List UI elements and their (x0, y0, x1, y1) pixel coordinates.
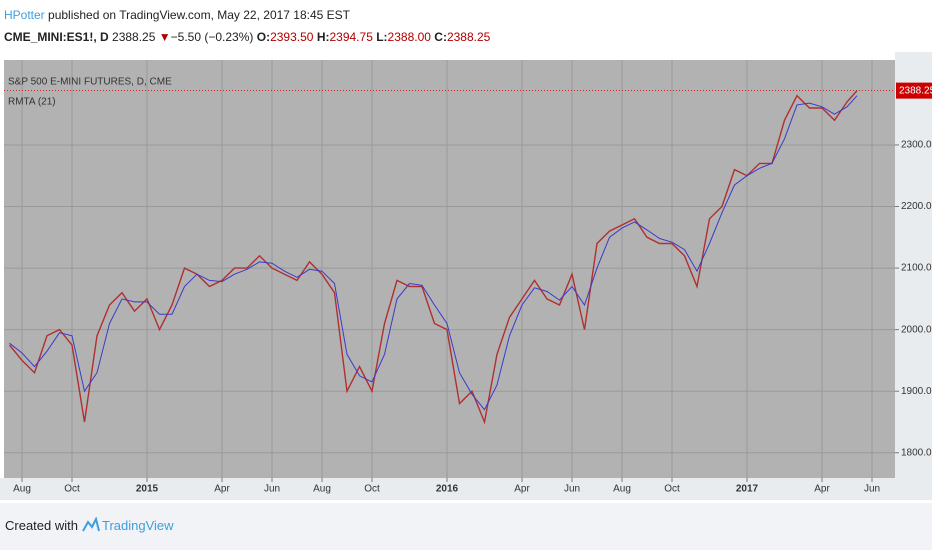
close-label: C: (434, 30, 447, 44)
x-tick-label: 2015 (136, 484, 159, 495)
x-tick-label: 2016 (436, 484, 459, 495)
high-label: H: (316, 30, 330, 44)
author[interactable]: HPotter (4, 8, 45, 22)
price-axis (895, 52, 932, 500)
series-line (8, 90, 858, 425)
plot-area (4, 60, 895, 478)
y-tick-label: 2300.00 (901, 140, 932, 151)
header: HPotter published on TradingView.com, Ma… (4, 4, 490, 48)
legend-entry: S&P 500 E-MINI FUTURES, D, CME (8, 77, 172, 88)
open: 2393.50 (270, 30, 314, 44)
x-tick-label: Apr (514, 484, 530, 495)
time-axis (0, 478, 895, 500)
x-tick-label: Jun (864, 484, 880, 495)
x-tick-label: Oct (64, 484, 80, 495)
logo[interactable] (82, 517, 100, 533)
x-tick-label: Aug (13, 484, 31, 495)
symbol-line: CME_MINI:ES1!, D 2388.25 ▼−5.50 (−0.23%)… (4, 26, 490, 48)
x-tick-label: Aug (613, 484, 631, 495)
open-label: O: (256, 30, 271, 44)
x-tick-label: Oct (364, 484, 380, 495)
brand[interactable]: TradingView (102, 518, 174, 533)
y-tick-label: 1900.00 (901, 386, 932, 397)
chart: 1800.00 1900.00 2000.00 2100.00 2200.00 2300.… (0, 52, 932, 500)
x-tick-label: 2017 (736, 484, 759, 495)
y-tick-label: 2200.00 (901, 201, 932, 212)
x-tick-label: Jun (564, 484, 580, 495)
x-tick-label: Apr (214, 484, 230, 495)
low-label: L: (376, 30, 388, 44)
footer: Created with TradingView (0, 503, 932, 550)
high: 2394.75 (329, 30, 373, 44)
published: published on TradingView.com, May 22, 20… (48, 8, 350, 22)
last: 2388.25 (112, 30, 156, 44)
x-tick-label: Apr (814, 484, 830, 495)
legend-entry: RMTA (21) (8, 97, 56, 108)
arrow: ▼ (158, 30, 171, 44)
y-tick-label: 2100.00 (901, 263, 932, 274)
last-price-box (896, 82, 932, 99)
y-tick-label: 1800.00 (901, 447, 932, 458)
x-tick-label: Jun (264, 484, 280, 495)
x-tick-label: Oct (664, 484, 680, 495)
close: 2388.25 (446, 30, 491, 44)
last-price-label: 2388.25 (899, 85, 932, 96)
publish-line: HPotter published on TradingView.com, Ma… (4, 4, 490, 26)
created-with: Created with (5, 518, 78, 533)
series-line (9, 95, 858, 411)
low: 2388.00 (387, 30, 431, 44)
x-tick-label: Aug (313, 484, 331, 495)
change: −5.50 (−0.23%) (170, 30, 254, 44)
y-tick-label: 2000.00 (901, 324, 932, 335)
symbol: CME_MINI:ES1!, D (4, 30, 109, 44)
